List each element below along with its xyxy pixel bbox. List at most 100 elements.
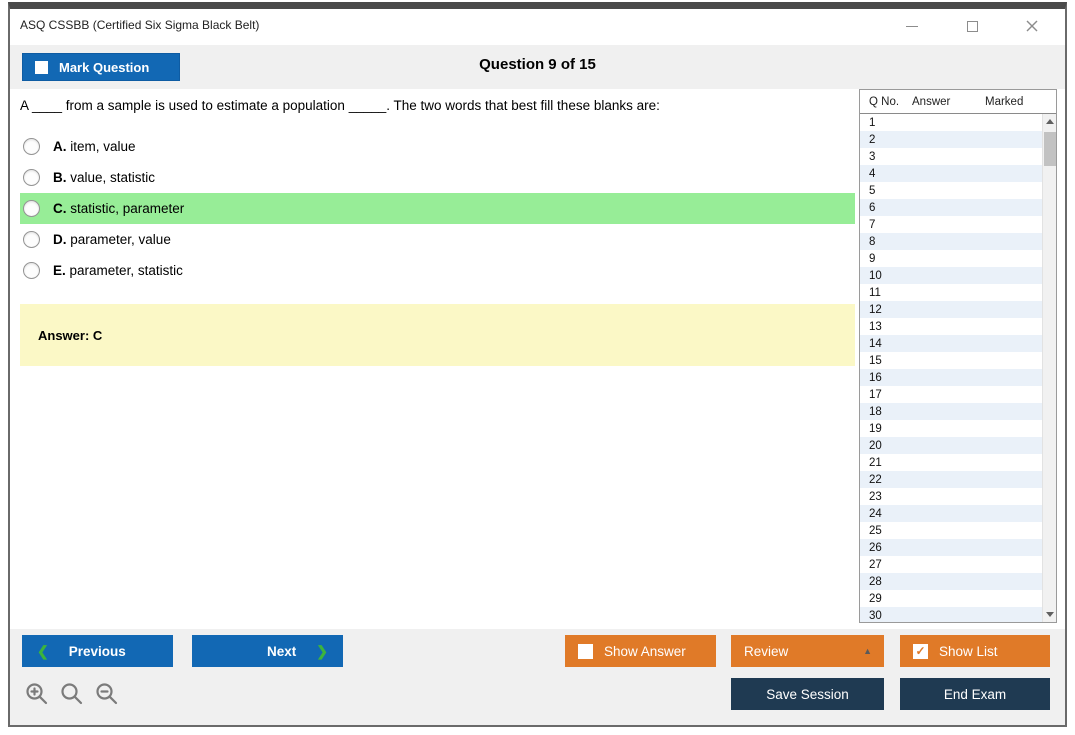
column-header-marked: Marked <box>985 95 1024 108</box>
question-list-row[interactable]: 27 <box>860 556 1042 573</box>
show-answer-button[interactable]: Show Answer <box>565 635 716 667</box>
show-list-checkbox-icon[interactable]: ✓ <box>913 643 928 659</box>
previous-label: Previous <box>68 643 126 659</box>
question-list-row[interactable]: 11 <box>860 284 1042 301</box>
option-text: item, value <box>70 139 136 154</box>
option-letter: A. <box>53 139 67 154</box>
option-label: E. parameter, statistic <box>53 263 183 278</box>
review-dropdown-button[interactable]: Review ▲ <box>731 635 884 667</box>
question-list-cell-qno: 21 <box>869 456 882 469</box>
question-list-cell-qno: 17 <box>869 388 882 401</box>
question-list-row[interactable]: 8 <box>860 233 1042 250</box>
option-row[interactable]: C. statistic, parameter <box>20 193 855 224</box>
mark-question-checkbox-icon[interactable] <box>35 60 48 74</box>
chevron-right-icon: ❯ <box>316 642 328 659</box>
option-radio[interactable] <box>23 200 40 217</box>
question-list-cell-qno: 28 <box>869 575 882 588</box>
scrollbar-thumb[interactable] <box>1044 132 1056 166</box>
question-list-row[interactable]: 24 <box>860 505 1042 522</box>
question-list-row[interactable]: 26 <box>860 539 1042 556</box>
question-list-cell-qno: 13 <box>869 320 882 333</box>
question-list-row[interactable]: 21 <box>860 454 1042 471</box>
end-exam-button[interactable]: End Exam <box>900 678 1050 710</box>
zoom-reset-icon[interactable] <box>59 681 85 707</box>
question-list-cell-qno: 29 <box>869 592 882 605</box>
option-row[interactable]: D. parameter, value <box>20 224 855 255</box>
question-list-cell-qno: 26 <box>869 541 882 554</box>
close-icon[interactable] <box>1025 19 1039 33</box>
question-list-row[interactable]: 6 <box>860 199 1042 216</box>
next-label: Next <box>267 643 297 659</box>
question-list-row[interactable]: 4 <box>860 165 1042 182</box>
option-radio[interactable] <box>23 262 40 279</box>
question-list-row[interactable]: 1 <box>860 114 1042 131</box>
mark-question-button[interactable]: Mark Question <box>22 53 180 81</box>
mark-question-label: Mark Question <box>59 59 150 75</box>
option-letter: D. <box>53 232 67 247</box>
option-row[interactable]: E. parameter, statistic <box>20 255 855 286</box>
question-list-cell-qno: 1 <box>869 116 876 129</box>
question-list-row[interactable]: 2 <box>860 131 1042 148</box>
show-answer-checkbox-icon[interactable] <box>578 643 593 659</box>
main-content: A ____ from a sample is used to estimate… <box>10 89 1065 623</box>
option-label: A. item, value <box>53 139 136 154</box>
question-list-cell-qno: 16 <box>869 371 882 384</box>
window-title: ASQ CSSBB (Certified Six Sigma Black Bel… <box>20 18 260 32</box>
question-list-row[interactable]: 3 <box>860 148 1042 165</box>
previous-button[interactable]: ❮ Previous <box>22 635 173 667</box>
question-list-cell-qno: 8 <box>869 235 876 248</box>
scroll-down-arrow-icon[interactable] <box>1043 607 1056 622</box>
zoom-tools <box>24 681 120 707</box>
question-list-row[interactable]: 15 <box>860 352 1042 369</box>
titlebar: ASQ CSSBB (Certified Six Sigma Black Bel… <box>10 9 1065 43</box>
toolbar: Mark Question Question 9 of 15 <box>10 45 1065 89</box>
zoom-out-icon[interactable] <box>94 681 120 707</box>
question-list-row[interactable]: 19 <box>860 420 1042 437</box>
question-list-row[interactable]: 7 <box>860 216 1042 233</box>
question-list-cell-qno: 14 <box>869 337 882 350</box>
question-list-cell-qno: 6 <box>869 201 876 214</box>
window-controls <box>905 9 1039 43</box>
question-list-row[interactable]: 12 <box>860 301 1042 318</box>
question-list-row[interactable]: 16 <box>860 369 1042 386</box>
question-list-row[interactable]: 22 <box>860 471 1042 488</box>
save-session-label: Save Session <box>766 686 849 702</box>
question-list-row[interactable]: 28 <box>860 573 1042 590</box>
question-list-cell-qno: 2 <box>869 133 876 146</box>
option-letter: B. <box>53 170 67 185</box>
show-list-button[interactable]: ✓ Show List <box>900 635 1050 667</box>
question-list-cell-qno: 7 <box>869 218 876 231</box>
question-list-row[interactable]: 18 <box>860 403 1042 420</box>
question-list-row[interactable]: 20 <box>860 437 1042 454</box>
option-radio[interactable] <box>23 231 40 248</box>
question-list-row[interactable]: 13 <box>860 318 1042 335</box>
scroll-up-arrow-icon[interactable] <box>1043 114 1056 129</box>
question-list-row[interactable]: 5 <box>860 182 1042 199</box>
next-button[interactable]: Next ❯ <box>192 635 343 667</box>
question-list-row[interactable]: 25 <box>860 522 1042 539</box>
question-list-cell-qno: 27 <box>869 558 882 571</box>
question-list-row[interactable]: 14 <box>860 335 1042 352</box>
option-radio[interactable] <box>23 138 40 155</box>
save-session-button[interactable]: Save Session <box>731 678 884 710</box>
question-list-row[interactable]: 9 <box>860 250 1042 267</box>
option-row[interactable]: B. value, statistic <box>20 162 855 193</box>
answer-box: Answer: C <box>20 304 855 366</box>
option-radio[interactable] <box>23 169 40 186</box>
minimize-icon[interactable] <box>905 19 919 33</box>
answer-label: Answer: C <box>38 327 103 343</box>
option-letter: E. <box>53 263 66 278</box>
question-list-row[interactable]: 17 <box>860 386 1042 403</box>
question-list-row[interactable]: 23 <box>860 488 1042 505</box>
question-list-scrollbar[interactable] <box>1042 114 1056 622</box>
option-label: C. statistic, parameter <box>53 201 184 216</box>
question-list-cell-qno: 23 <box>869 490 882 503</box>
question-list-row[interactable]: 10 <box>860 267 1042 284</box>
question-list-panel: Q No. Answer Marked 1 2 3 4 5 6 7 8 9 10 11 12 13 14 1… <box>859 89 1057 623</box>
question-list-row[interactable]: 30 <box>860 607 1042 622</box>
maximize-icon[interactable] <box>965 19 979 33</box>
zoom-in-icon[interactable] <box>24 681 50 707</box>
option-row[interactable]: A. item, value <box>20 131 855 162</box>
question-list-cell-qno: 18 <box>869 405 882 418</box>
question-list-row[interactable]: 29 <box>860 590 1042 607</box>
